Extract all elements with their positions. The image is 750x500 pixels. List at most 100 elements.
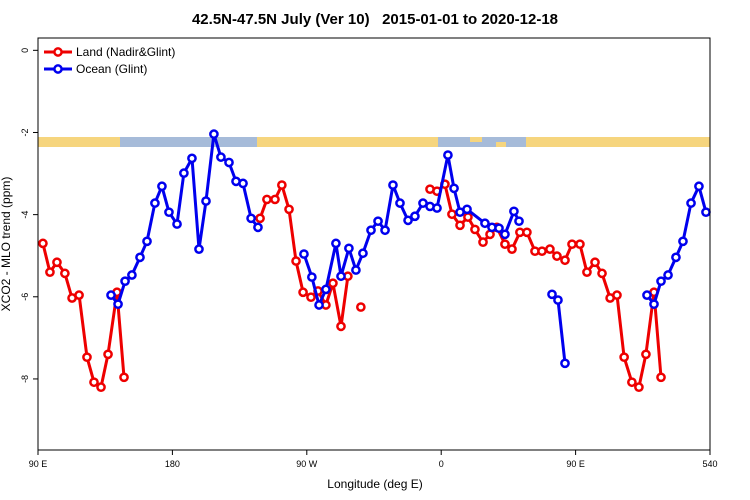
- land-strip: [470, 137, 482, 142]
- data-point: [686, 198, 696, 208]
- data-point: [470, 224, 480, 235]
- data-point: [671, 252, 681, 263]
- data-point: [500, 229, 510, 240]
- data-point: [307, 272, 317, 282]
- data-point: [157, 181, 167, 192]
- x-tick-label: 90 E: [29, 459, 48, 469]
- land-strip: [496, 142, 506, 147]
- ocean-strip: [120, 137, 257, 147]
- data-point: [351, 265, 361, 275]
- data-point: [480, 218, 490, 229]
- data-point: [443, 150, 453, 160]
- data-point: [462, 204, 472, 215]
- data-point: [358, 248, 368, 259]
- data-point: [449, 183, 459, 194]
- y-tick-label: -8: [20, 375, 30, 383]
- plot-frame: [37, 37, 711, 451]
- data-point: [560, 255, 570, 266]
- data-point: [216, 152, 226, 162]
- data-point: [127, 270, 137, 280]
- data-point: [663, 270, 673, 280]
- data-point: [194, 244, 204, 254]
- y-axis-label: XCO2 - MLO trend (ppm): [0, 177, 13, 312]
- x-axis-label: Longitude (deg E): [327, 477, 422, 491]
- y-tick-label: -4: [20, 211, 30, 219]
- data-point: [328, 278, 338, 289]
- data-point: [224, 157, 234, 168]
- data-point: [89, 377, 99, 388]
- data-point: [567, 239, 577, 250]
- data-point: [321, 284, 331, 295]
- y-tick-label: -2: [20, 128, 30, 136]
- data-point: [331, 238, 341, 249]
- y-tick-label: -6: [20, 293, 30, 301]
- data-point: [701, 207, 711, 218]
- data-point: [284, 204, 294, 215]
- data-point: [678, 236, 688, 247]
- data-point: [306, 292, 316, 303]
- plot-area: [38, 129, 711, 393]
- data-point: [179, 168, 189, 178]
- data-point: [642, 290, 652, 300]
- data-point: [255, 213, 265, 224]
- legend-marker: [53, 64, 63, 74]
- legend-label: Ocean (Glint): [76, 62, 147, 76]
- data-point: [432, 203, 442, 213]
- data-point: [253, 222, 263, 233]
- data-point: [135, 252, 145, 263]
- x-tick-label: 540: [702, 459, 717, 469]
- data-point: [209, 129, 219, 139]
- data-point: [187, 153, 197, 164]
- data-point: [388, 180, 398, 190]
- data-point: [627, 377, 637, 388]
- legend-marker: [53, 47, 63, 57]
- data-point: [478, 237, 488, 248]
- data-point: [336, 321, 346, 332]
- data-point: [656, 372, 666, 383]
- land-strip: [38, 137, 710, 147]
- data-point: [582, 267, 592, 277]
- data-point: [96, 382, 106, 393]
- data-point: [547, 289, 557, 300]
- data-point: [299, 249, 309, 259]
- data-point: [270, 194, 280, 205]
- data-point: [395, 198, 405, 208]
- data-point: [314, 300, 324, 310]
- x-tick-label: 90 W: [296, 459, 318, 469]
- data-point: [172, 219, 182, 229]
- data-point: [552, 251, 562, 261]
- legend: Land (Nadir&Glint) Ocean (Glint): [44, 45, 175, 76]
- chart-title: 42.5N-47.5N July (Ver 10) 2015-01-01 to …: [192, 11, 558, 28]
- data-point: [509, 206, 519, 217]
- data-point: [373, 216, 383, 227]
- data-point: [120, 276, 130, 287]
- data-point: [60, 268, 70, 279]
- data-point: [74, 290, 84, 300]
- data-point: [150, 198, 160, 208]
- data-point: [634, 382, 644, 393]
- data-point: [612, 290, 622, 300]
- data-point: [560, 358, 570, 369]
- data-point: [238, 178, 248, 189]
- data-point: [336, 271, 346, 282]
- data-point: [45, 267, 55, 277]
- data-point: [410, 211, 420, 222]
- data-point: [656, 276, 666, 287]
- data-point: [537, 246, 547, 257]
- data-point: [277, 180, 287, 190]
- data-point: [597, 268, 607, 279]
- data-point: [500, 239, 510, 250]
- data-point: [142, 236, 152, 247]
- data-point: [403, 215, 413, 226]
- data-point: [575, 239, 585, 250]
- data-point: [619, 352, 629, 363]
- data-point: [201, 196, 211, 206]
- data-point: [113, 299, 123, 310]
- data-point: [291, 256, 301, 266]
- data-point: [649, 299, 659, 310]
- data-point: [106, 290, 116, 300]
- data-point: [344, 243, 354, 254]
- data-point: [694, 181, 704, 192]
